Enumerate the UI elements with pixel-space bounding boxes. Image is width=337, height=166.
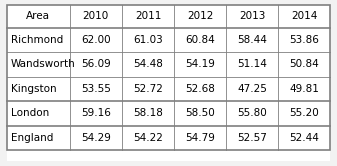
Text: 49.81: 49.81 bbox=[289, 84, 319, 94]
Text: 50.84: 50.84 bbox=[289, 59, 319, 69]
Text: 55.20: 55.20 bbox=[289, 108, 319, 118]
Text: 54.19: 54.19 bbox=[185, 59, 215, 69]
Text: 2014: 2014 bbox=[291, 11, 317, 21]
Text: 58.50: 58.50 bbox=[185, 108, 215, 118]
Text: 52.44: 52.44 bbox=[289, 133, 319, 143]
Text: 52.57: 52.57 bbox=[237, 133, 267, 143]
Text: 58.18: 58.18 bbox=[133, 108, 163, 118]
Text: 2011: 2011 bbox=[135, 11, 161, 21]
Text: Kingston: Kingston bbox=[11, 84, 56, 94]
Text: 59.16: 59.16 bbox=[81, 108, 111, 118]
Text: 60.84: 60.84 bbox=[185, 35, 215, 45]
Text: 51.14: 51.14 bbox=[237, 59, 267, 69]
Text: 2013: 2013 bbox=[239, 11, 265, 21]
Text: 54.79: 54.79 bbox=[185, 133, 215, 143]
Text: 2012: 2012 bbox=[187, 11, 213, 21]
Text: 47.25: 47.25 bbox=[237, 84, 267, 94]
Text: 58.44: 58.44 bbox=[237, 35, 267, 45]
Text: England: England bbox=[11, 133, 53, 143]
Text: 54.22: 54.22 bbox=[133, 133, 163, 143]
Text: 53.55: 53.55 bbox=[81, 84, 111, 94]
Text: 52.72: 52.72 bbox=[133, 84, 163, 94]
Text: 62.00: 62.00 bbox=[81, 35, 111, 45]
Text: 52.68: 52.68 bbox=[185, 84, 215, 94]
Text: 53.86: 53.86 bbox=[289, 35, 319, 45]
Text: 2010: 2010 bbox=[83, 11, 109, 21]
Text: 56.09: 56.09 bbox=[81, 59, 111, 69]
Text: 54.29: 54.29 bbox=[81, 133, 111, 143]
Text: 54.48: 54.48 bbox=[133, 59, 163, 69]
Text: 55.80: 55.80 bbox=[237, 108, 267, 118]
Text: London: London bbox=[11, 108, 49, 118]
Text: Wandsworth: Wandsworth bbox=[11, 59, 75, 69]
Text: 61.03: 61.03 bbox=[133, 35, 163, 45]
Text: Richmond: Richmond bbox=[11, 35, 63, 45]
Text: Area: Area bbox=[26, 11, 50, 21]
